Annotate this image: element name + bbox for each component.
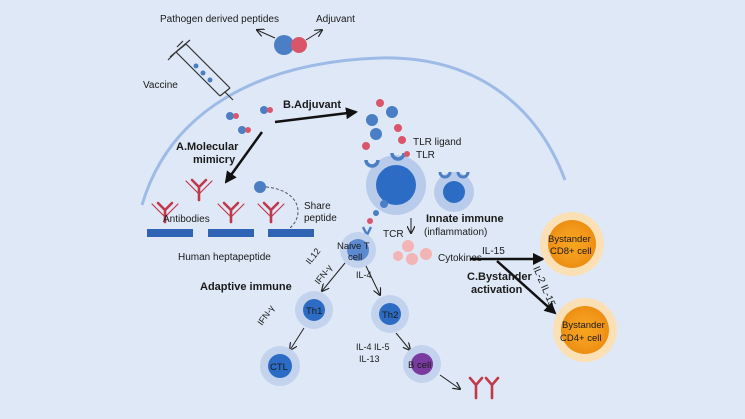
share-peptide-label-1: Share: [304, 201, 331, 212]
th2-to-bcell-arrow: [395, 332, 410, 350]
bcell-to-antibodies-arrow: [439, 374, 460, 389]
adjuvant-mech-title: B.Adjuvant: [283, 99, 341, 111]
share-peptide-label-2: peptide: [304, 213, 337, 224]
il15-label: IL-15: [482, 246, 505, 257]
human-heptapeptide-label: Human heptapeptide: [178, 252, 271, 263]
antibody-icon: [257, 201, 285, 224]
naive-t-label-2: cell: [348, 252, 362, 263]
peptide-molecule-icon: [274, 35, 294, 55]
adjuvant-mech-arrow: [274, 107, 358, 124]
il4-label-a: IL-4: [356, 270, 372, 280]
antibody-icon: [151, 201, 179, 224]
b-cell-label: B cell: [408, 360, 431, 371]
tlr-receptor-icon: [364, 159, 380, 168]
tlr-label: TLR: [416, 150, 435, 161]
adjuvant-label: Adjuvant: [316, 14, 355, 25]
cd4-label-2: CD4+ cell: [560, 333, 601, 344]
il12-label: IL12: [304, 246, 323, 266]
th1-to-ctl-arrow: [290, 327, 305, 350]
naive-to-th2-arrow: [365, 265, 380, 295]
vaccine-molecules: [226, 106, 273, 134]
ctl-cell: [260, 346, 300, 386]
heptapeptide-bar: [147, 229, 193, 237]
cell-membrane: [140, 56, 567, 206]
mimicry-arrow: [224, 131, 264, 184]
bystander-activation-title-1: C.Bystander: [467, 271, 533, 283]
syringe-icon: [167, 39, 234, 101]
antibodies-label: Antibodies: [163, 214, 210, 225]
th1-cell: [295, 291, 333, 329]
peptide-arrow: [257, 30, 276, 39]
tlr-receptor-icon: [390, 152, 406, 161]
innate-immune-cell: [366, 155, 426, 215]
molecular-mimicry-title-2: mimicry: [193, 154, 236, 166]
vaccine-label: Vaccine: [143, 80, 178, 91]
il13-label: IL-13: [359, 354, 380, 364]
th2-cell: [371, 295, 409, 333]
ifn-gamma-label-1: IFN-γ: [313, 262, 335, 286]
il4-il5-label: IL-4 IL-5: [356, 342, 390, 352]
bystander-cd8-cell: [540, 212, 604, 276]
th1-label: Th1: [306, 306, 322, 317]
naive-to-th1-arrow: [322, 262, 346, 291]
antibody-icon: [468, 376, 500, 400]
b-cell: [403, 345, 441, 383]
innate-immune-label: Innate immune: [426, 213, 504, 225]
naive-t-cell: [340, 232, 376, 268]
cd8-label-1: Bystander: [548, 234, 591, 245]
tcr-label: TCR: [383, 229, 404, 240]
cytokines-label: Cytokines: [438, 253, 482, 264]
antibody-icon: [217, 201, 245, 224]
adaptive-immune-label: Adaptive immune: [200, 281, 292, 293]
bystander-cd4-cell: [553, 298, 617, 362]
molecular-mimicry-title-1: A.Molecular: [176, 141, 239, 153]
tlr-ligand-label: TLR ligand: [413, 137, 461, 148]
antibody-icon: [185, 178, 213, 202]
share-peptide-link: [265, 186, 299, 229]
ifn-gamma-label-2: IFN-γ: [255, 303, 276, 327]
adjuvant-arrow: [305, 30, 322, 41]
heptapeptide-bar: [268, 229, 314, 237]
tlr-ligand-molecules: [362, 99, 406, 150]
bystander-activation-title-2: activation: [471, 284, 523, 296]
adjuvant-molecule-icon: [291, 37, 307, 53]
ctl-label: CTL: [270, 362, 288, 373]
pathogen-peptides-label: Pathogen derived peptides: [160, 14, 279, 25]
innate-immune-cell-small: [434, 171, 474, 212]
shared-peptide-icon: [254, 181, 266, 193]
il2-il15-arrow: [496, 260, 557, 315]
naive-t-label-1: Naive T: [337, 241, 370, 252]
cd4-label-1: Bystander: [562, 320, 605, 331]
heptapeptide-bar: [208, 229, 254, 237]
th2-label: Th2: [382, 310, 398, 321]
cd8-label-2: CD8+ cell: [550, 246, 591, 257]
cytokines-icon: [393, 240, 432, 265]
inflammation-label: (inflammation): [424, 227, 487, 238]
